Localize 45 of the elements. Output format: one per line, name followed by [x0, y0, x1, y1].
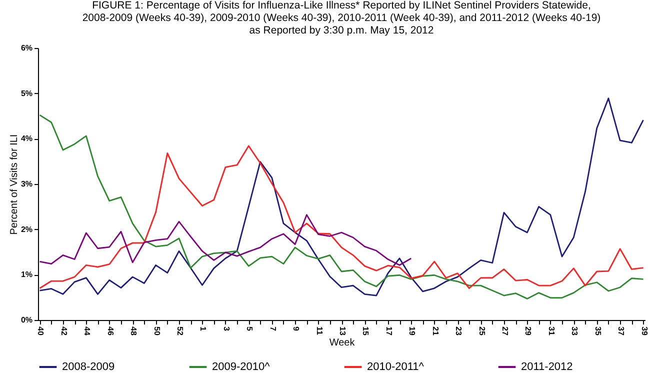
y-axis-title: Percent of Visits for ILI: [8, 134, 20, 235]
x-tick-label: 13: [338, 326, 347, 336]
x-tick-label: 50: [152, 326, 162, 336]
x-tick-label: 25: [477, 326, 486, 336]
text: 2008-2009 (Weeks 40-39), 2009-2010 (Weeks 40-39), 2010-2011 (Week 40-39), and 2011-2012 (Weeks 40-19): [82, 12, 601, 24]
line-series: [39, 145, 644, 289]
x-tick-label: 39: [640, 326, 649, 336]
y-tick-label: 2%: [20, 224, 32, 234]
y-tick-label: 0%: [20, 316, 32, 324]
y-tick-label: 6%: [20, 44, 32, 52]
x-tick-label: 40: [36, 326, 46, 336]
line-series: [39, 214, 412, 266]
x-tick-label: 3: [222, 326, 231, 332]
x-tick-label: 42: [59, 326, 68, 336]
x-tick-label: 46: [106, 326, 115, 336]
x-axis-title: Week: [329, 337, 356, 348]
y-tick-label: 5%: [20, 88, 32, 98]
x-tick-label: 52: [176, 326, 185, 336]
legend-label: 2008-2009: [62, 361, 115, 373]
x-tick-label: 29: [524, 326, 533, 336]
x-tick-label: 21: [430, 326, 440, 336]
x-tick-label: 23: [454, 326, 464, 336]
x-tick-label: 17: [384, 326, 394, 336]
y-tick-label: 1%: [20, 270, 32, 280]
x-tick-label: 48: [129, 326, 138, 336]
y-tick-label: 4%: [20, 134, 32, 144]
x-tick-label: 9: [292, 326, 301, 332]
x-tick-label: 27: [500, 326, 510, 336]
text: as Reported by 3:30 p.m. May 15, 2012: [249, 24, 434, 36]
x-tick-label: 37: [616, 326, 626, 336]
y-tick-label: 3%: [20, 180, 32, 188]
x-tick-label: 31: [546, 326, 556, 336]
x-tick-label: 7: [268, 326, 278, 332]
x-tick-label: 19: [408, 326, 417, 336]
x-tick-label: 1: [198, 326, 208, 332]
x-tick-label: 44: [82, 326, 92, 336]
legend-label: 2010-2011^: [367, 361, 425, 373]
x-tick-label: 35: [593, 326, 602, 336]
x-tick-label: 11: [314, 326, 324, 336]
text: FIGURE 1: Percentage of Visits for Influenza-Like Illness* Reported by ILINet Sentinel Providers Statewide,: [92, 0, 591, 12]
x-tick-label: 5: [245, 326, 254, 332]
x-tick-label: 33: [570, 326, 580, 336]
x-tick-label: 15: [361, 326, 370, 336]
legend-label: 2011-2012: [521, 361, 573, 373]
legend-label: 2009-2010^: [212, 361, 271, 373]
